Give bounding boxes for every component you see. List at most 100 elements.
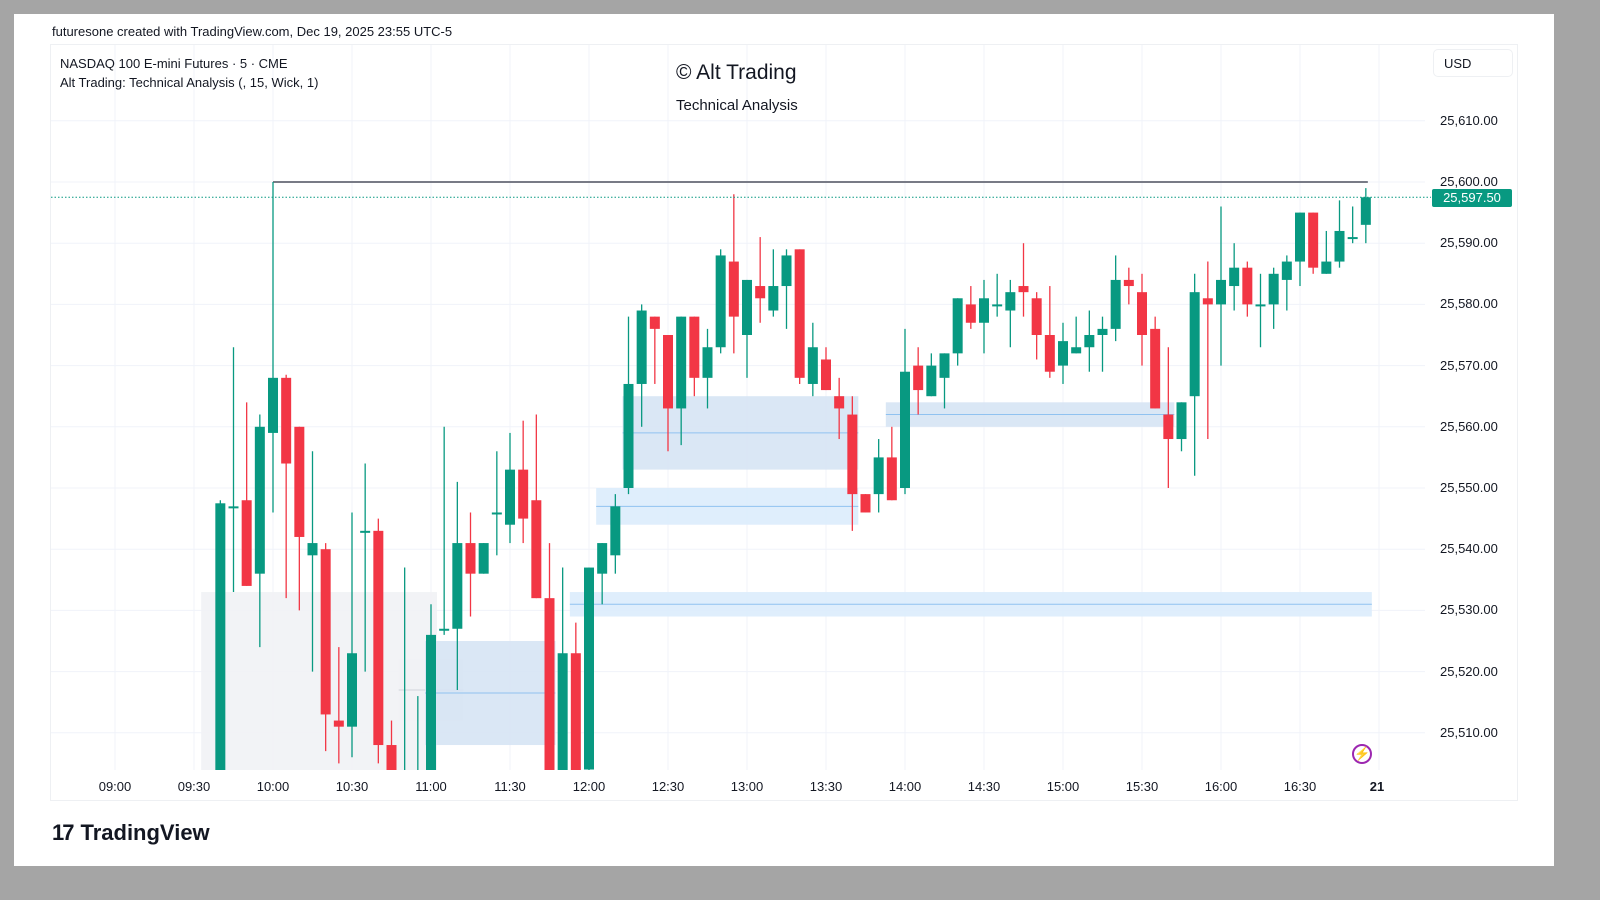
candle-up — [1216, 279, 1226, 305]
candle-up — [781, 255, 792, 287]
candle-down — [755, 286, 766, 299]
candle-up — [215, 503, 226, 770]
time-tick-label: 10:30 — [335, 779, 369, 794]
time-tick-label: 11:00 — [415, 779, 447, 794]
price-tick-label: 25,580.00 — [1440, 296, 1498, 312]
candle-down — [333, 720, 344, 727]
time-tick-label: 09:00 — [98, 779, 132, 794]
candle-up — [1295, 212, 1305, 262]
candle-down — [1018, 286, 1029, 293]
price-tick-label: 25,510.00 — [1440, 724, 1498, 740]
candle-down — [728, 261, 739, 317]
zone-box — [201, 592, 437, 770]
candle-up — [742, 279, 752, 335]
candle-up — [623, 383, 634, 488]
candle-down — [689, 316, 700, 378]
time-tick-label: 21 — [1369, 779, 1385, 794]
tv-logo-wordmark: TradingView — [80, 820, 210, 845]
credit-line: futuresone created with TradingView.com,… — [52, 24, 453, 39]
candle-down — [913, 365, 924, 391]
time-tick-label: 15:30 — [1125, 779, 1159, 794]
candle-up — [584, 567, 594, 770]
time-tick-label: 15:00 — [1046, 779, 1080, 794]
price-tick-label: 25,590.00 — [1440, 235, 1498, 251]
candle-down — [386, 745, 397, 770]
currency-button[interactable]: USD — [1433, 49, 1513, 77]
candle-up — [952, 298, 963, 354]
candle-up — [1268, 273, 1279, 305]
candle-up — [715, 255, 726, 348]
candle-up — [478, 543, 489, 574]
lightning-icon[interactable]: ⚡ — [1352, 744, 1372, 764]
price-tick-label: 25,570.00 — [1440, 357, 1498, 373]
candle-up — [1255, 304, 1266, 307]
chart-legend: NASDAQ 100 E-mini Futures · 5 · CME Alt … — [60, 54, 318, 92]
candle-up — [1084, 335, 1095, 348]
candle-down — [1044, 335, 1055, 372]
candle-up — [610, 506, 621, 556]
candle-down — [531, 500, 542, 599]
candle-up — [1058, 341, 1068, 366]
time-tick-label: 16:00 — [1204, 779, 1238, 794]
candle-up — [347, 653, 357, 727]
candle-up — [807, 347, 818, 384]
candle-up — [992, 304, 1003, 307]
candle-up — [873, 457, 884, 495]
candle-up — [228, 506, 239, 509]
candle-up — [557, 653, 568, 770]
candle-down — [294, 426, 305, 537]
candle-up — [636, 310, 647, 384]
candle-up — [426, 634, 436, 770]
candle-up — [1097, 328, 1108, 335]
candle-up — [939, 353, 950, 378]
candle-up — [268, 377, 278, 433]
time-tick-label: 09:30 — [177, 779, 211, 794]
candle-up — [400, 776, 410, 778]
indicator-label[interactable]: Alt Trading: Technical Analysis (, 15, W… — [60, 75, 319, 90]
candle-up — [1176, 402, 1187, 440]
watermark-subtitle: Technical Analysis — [676, 97, 798, 114]
candle-down — [1137, 292, 1147, 335]
symbol-label[interactable]: NASDAQ 100 E-mini Futures · 5 · CME — [60, 56, 288, 71]
candle-down — [847, 414, 858, 495]
price-tick-label: 25,540.00 — [1440, 541, 1498, 557]
time-tick-label: 10:00 — [256, 779, 290, 794]
time-tick-label: 12:30 — [651, 779, 685, 794]
candle-down — [544, 598, 555, 770]
candle-up — [1321, 261, 1332, 274]
candle-up — [439, 628, 450, 631]
candle-down — [649, 316, 660, 329]
candle-down — [834, 396, 845, 409]
candle-up — [360, 530, 371, 533]
candle-up — [768, 286, 779, 311]
candle-up — [254, 426, 265, 574]
candle-down — [1163, 414, 1174, 440]
time-tick-label: 13:30 — [809, 779, 843, 794]
candle-down — [570, 653, 581, 770]
candle-up — [1071, 347, 1082, 354]
price-tick-label: 25,600.00 — [1440, 174, 1498, 189]
candle-up — [1189, 292, 1200, 397]
candle-up — [926, 365, 937, 397]
chart-pane[interactable] — [50, 44, 1518, 801]
candle-up — [452, 543, 463, 629]
time-tick-label: 12:00 — [572, 779, 606, 794]
candle-down — [860, 494, 871, 513]
tradingview-logo: 17 TradingView — [52, 820, 210, 846]
candle-down — [1308, 212, 1319, 268]
candle-up — [491, 512, 502, 515]
last-price-tag: 25,597.50 — [1432, 189, 1512, 207]
candle-up — [1360, 197, 1371, 225]
price-tick-label: 25,550.00 — [1440, 480, 1498, 495]
candle-up — [1347, 237, 1358, 240]
candle-down — [1242, 267, 1253, 305]
candle-up — [676, 316, 687, 409]
candle-up — [702, 347, 713, 378]
candle-down — [821, 359, 831, 391]
candle-down — [663, 335, 673, 409]
candle-down — [886, 457, 897, 501]
candle-down — [1031, 298, 1042, 335]
price-tick-label: 25,520.00 — [1440, 663, 1498, 679]
candle-up — [597, 543, 608, 574]
